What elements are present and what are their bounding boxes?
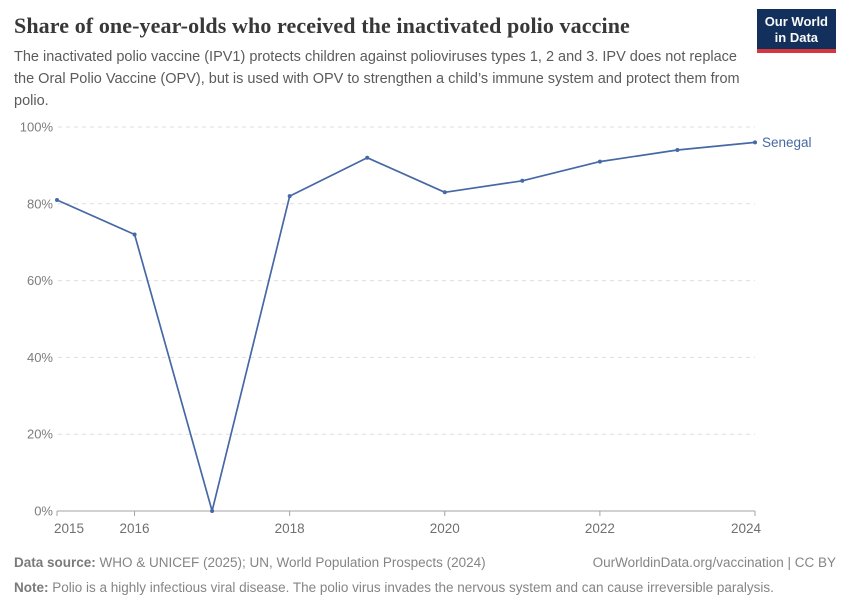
note-text: Note: Polio is a highly infectious viral…: [14, 578, 836, 598]
x-axis-tick-label: 2024: [731, 521, 762, 536]
owid-url-link[interactable]: OurWorldinData.org/vaccination | CC BY: [592, 555, 836, 571]
x-axis-tick-label: 2018: [275, 521, 305, 536]
y-axis-tick-label: 40%: [27, 350, 53, 365]
data-source-text: Data source: WHO & UNICEF (2025); UN, Wo…: [14, 553, 486, 573]
note-value: Polio is a highly infectious viral disea…: [48, 579, 774, 595]
x-axis-tick-label: 2020: [430, 521, 460, 536]
chart-area: 0% 20% 40% 60% 80% 100% 2015 2016 2018 2020 2022 20…: [0, 114, 850, 549]
owid-logo-line2: in Data: [774, 30, 819, 45]
x-axis-tick-label: 2022: [585, 521, 615, 536]
data-point-2015[interactable]: [55, 198, 59, 203]
y-axis-tick-label: 100%: [20, 120, 54, 135]
line-chart[interactable]: 0% 20% 40% 60% 80% 100% 2015 2016 2018 2020 2022 20…: [0, 114, 850, 544]
owid-logo[interactable]: Our World in Data: [756, 9, 836, 53]
series-line-senegal[interactable]: [56, 141, 756, 513]
y-axis-tick-label: 0%: [34, 504, 53, 519]
x-axis-tick-label: 2015: [54, 521, 84, 536]
data-source-label: Data source:: [14, 555, 96, 571]
chart-header: Share of one-year-olds who received the …: [0, 0, 850, 112]
x-axis-tick-label: 2016: [120, 521, 150, 536]
y-axis-tick-label: 20%: [27, 427, 53, 442]
data-point-2017[interactable]: [210, 509, 215, 514]
owid-logo-line1: Our World: [764, 14, 828, 29]
page-title: Share of one-year-olds who received the …: [14, 13, 630, 38]
data-source-value: WHO & UNICEF (2025); UN, World Populatio…: [95, 555, 486, 571]
data-point-2024[interactable]: [753, 140, 757, 145]
data-point-2022[interactable]: [597, 159, 602, 164]
chart-subtitle: The inactivated polio vaccine (IPV1) pro…: [14, 49, 740, 110]
series-end-label[interactable]: Senegal: [762, 135, 812, 150]
data-point-2019[interactable]: [365, 156, 370, 161]
data-point-2023[interactable]: [675, 148, 680, 153]
note-label: Note:: [14, 579, 49, 595]
data-point-2018[interactable]: [287, 194, 292, 199]
y-axis-tick-label: 80%: [27, 197, 53, 212]
data-point-2021[interactable]: [520, 179, 525, 184]
y-axis-tick-label: 60%: [27, 273, 53, 288]
data-point-2016[interactable]: [132, 232, 137, 237]
data-point-2020[interactable]: [442, 190, 447, 195]
chart-footer: Data source: WHO & UNICEF (2025); UN, Wo…: [0, 549, 850, 597]
